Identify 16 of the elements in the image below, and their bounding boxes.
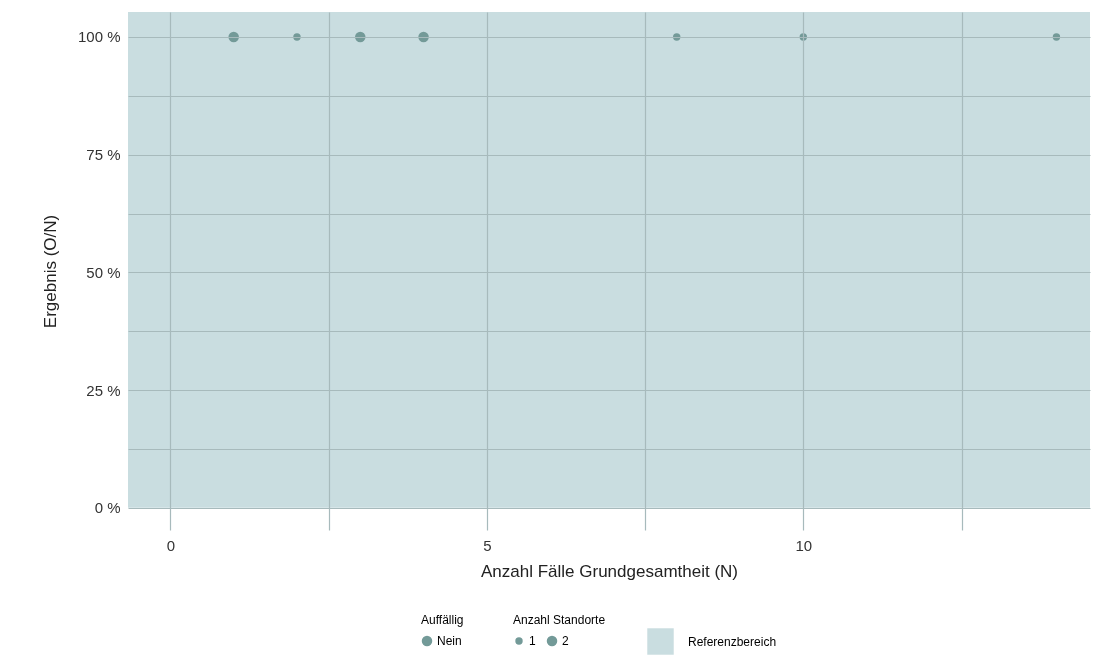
x-axis-title: Anzahl Fälle Grundgesamtheit (N) bbox=[480, 561, 739, 581]
y-tick-label: 75 % bbox=[86, 146, 121, 164]
legend-label: Referenzbereich bbox=[688, 634, 777, 649]
x-tick-label: 5 bbox=[483, 536, 492, 554]
legend-label: 2 bbox=[562, 634, 569, 648]
y-tick-label: 25 % bbox=[86, 381, 121, 399]
x-tick-label: 0 bbox=[166, 536, 176, 554]
y-axis-title: Ergebnis (O/N) bbox=[40, 214, 60, 329]
legend-label: 1 bbox=[529, 634, 536, 648]
x-tick-label: 10 bbox=[795, 536, 813, 554]
legend-label: Nein bbox=[437, 634, 462, 648]
y-tick-label: 100 % bbox=[77, 28, 121, 46]
y-tick-label: 0 % bbox=[94, 499, 121, 517]
legend-title: Auffällig bbox=[421, 613, 464, 627]
text: Anzahl Standorte bbox=[513, 613, 606, 627]
y-tick-label: 50 % bbox=[86, 263, 121, 281]
